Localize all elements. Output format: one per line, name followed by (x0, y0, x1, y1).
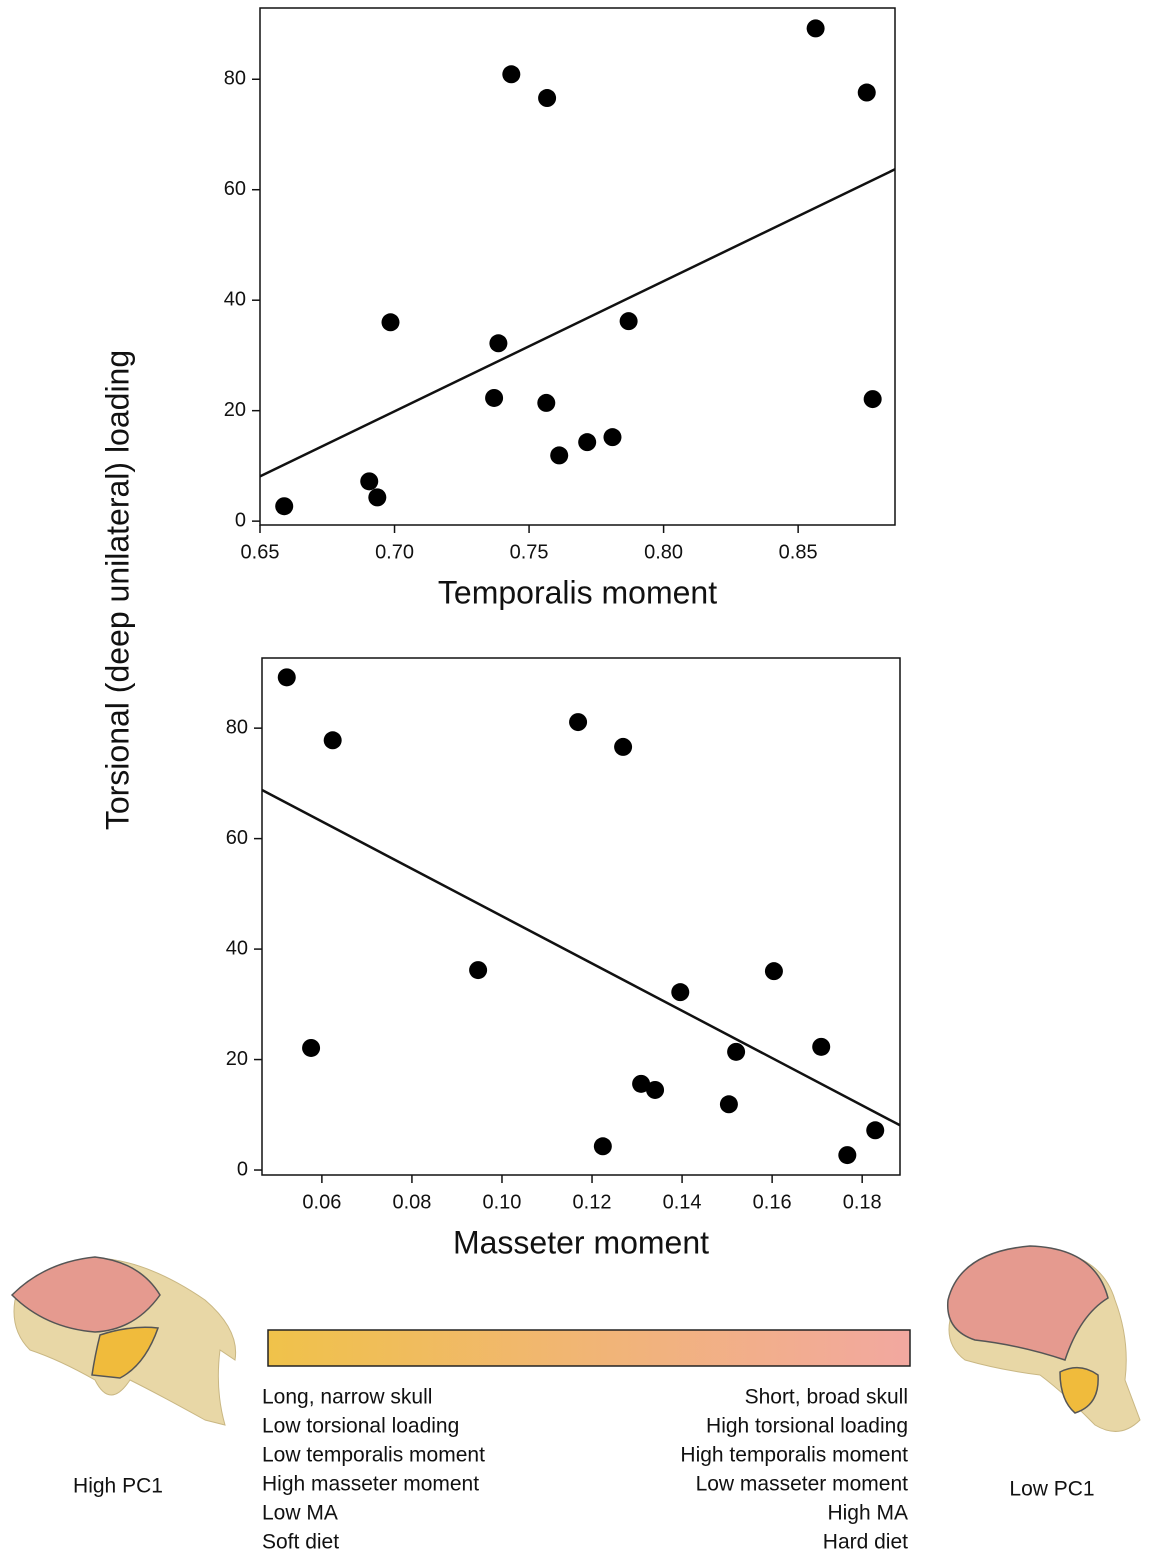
left-description: Low MA (262, 1502, 338, 1525)
data-point (368, 488, 387, 507)
data-point (671, 983, 690, 1002)
data-point (275, 497, 294, 516)
x-tick-label: 0.06 (302, 1191, 341, 1213)
x-tick-label: 0.16 (753, 1191, 792, 1213)
y-tick-label: 20 (224, 399, 246, 421)
data-point (593, 1137, 612, 1156)
x-axis-label: Masseter moment (453, 1224, 709, 1260)
data-point (469, 961, 488, 980)
plot-frame (261, 657, 901, 1176)
y-tick-label: 60 (224, 178, 246, 200)
left-caption: High PC1 (73, 1475, 163, 1498)
data-point (838, 1146, 857, 1165)
data-point (719, 1095, 738, 1114)
left-description: High masseter moment (262, 1473, 479, 1496)
y-tick-label: 20 (226, 1048, 248, 1070)
x-tick-label: 0.12 (573, 1191, 612, 1213)
x-tick-label: 0.85 (779, 541, 818, 563)
left-description: Soft diet (262, 1531, 339, 1554)
data-point (360, 472, 379, 491)
data-point (489, 334, 508, 353)
data-point (569, 713, 588, 732)
y-tick-label: 60 (226, 827, 248, 849)
x-tick-label: 0.65 (241, 541, 280, 563)
x-tick-label: 0.70 (375, 541, 414, 563)
right-description: High temporalis moment (680, 1444, 908, 1467)
gradient-bar (267, 1329, 911, 1367)
right-description: Short, broad skull (745, 1386, 908, 1409)
fit-line (261, 788, 901, 1127)
data-point (619, 312, 638, 331)
data-point (614, 737, 633, 756)
x-tick-label: 0.10 (483, 1191, 522, 1213)
y-tick-label: 40 (226, 937, 248, 959)
x-tick-label: 0.08 (392, 1191, 431, 1213)
data-point (812, 1037, 831, 1056)
plot-frame (259, 7, 896, 526)
data-point (277, 668, 296, 687)
data-point (632, 1074, 651, 1093)
x-tick-label: 0.80 (644, 541, 683, 563)
right-description: Low masseter moment (696, 1473, 909, 1496)
fit-line (259, 168, 896, 478)
data-point (550, 446, 569, 465)
data-point (485, 388, 504, 407)
right-description: High torsional loading (706, 1415, 908, 1438)
left-description: Low temporalis moment (262, 1444, 485, 1467)
y-tick-label: 0 (235, 509, 246, 531)
data-point (502, 65, 521, 84)
x-tick-label: 0.75 (510, 541, 549, 563)
skull-high-pc1 (10, 1256, 237, 1426)
y-tick-label: 80 (226, 716, 248, 738)
skull-low-pc1 (947, 1245, 1141, 1432)
left-description: Long, narrow skull (262, 1386, 432, 1409)
data-point (603, 428, 622, 447)
y-tick-label: 0 (237, 1158, 248, 1180)
y-axis-label: Torsional (deep unilateral) loading (99, 350, 135, 830)
data-point (857, 83, 876, 102)
left-description: Low torsional loading (262, 1415, 459, 1438)
data-point (764, 962, 783, 981)
data-point (538, 89, 557, 108)
data-point (323, 731, 342, 750)
data-point (302, 1038, 321, 1057)
data-point (866, 1121, 885, 1140)
y-tick-label: 80 (224, 68, 246, 90)
data-point (806, 19, 825, 38)
x-axis-label: Temporalis moment (438, 574, 717, 610)
data-point (381, 313, 400, 332)
data-point (863, 390, 882, 409)
data-point (578, 433, 597, 452)
x-tick-label: 0.14 (663, 1191, 702, 1213)
data-point (646, 1080, 665, 1099)
right-caption: Low PC1 (1009, 1478, 1094, 1501)
y-tick-label: 40 (224, 288, 246, 310)
x-tick-label: 0.18 (843, 1191, 882, 1213)
data-point (537, 393, 556, 412)
right-description: High MA (827, 1502, 908, 1525)
data-point (727, 1042, 746, 1061)
right-description: Hard diet (823, 1531, 908, 1554)
